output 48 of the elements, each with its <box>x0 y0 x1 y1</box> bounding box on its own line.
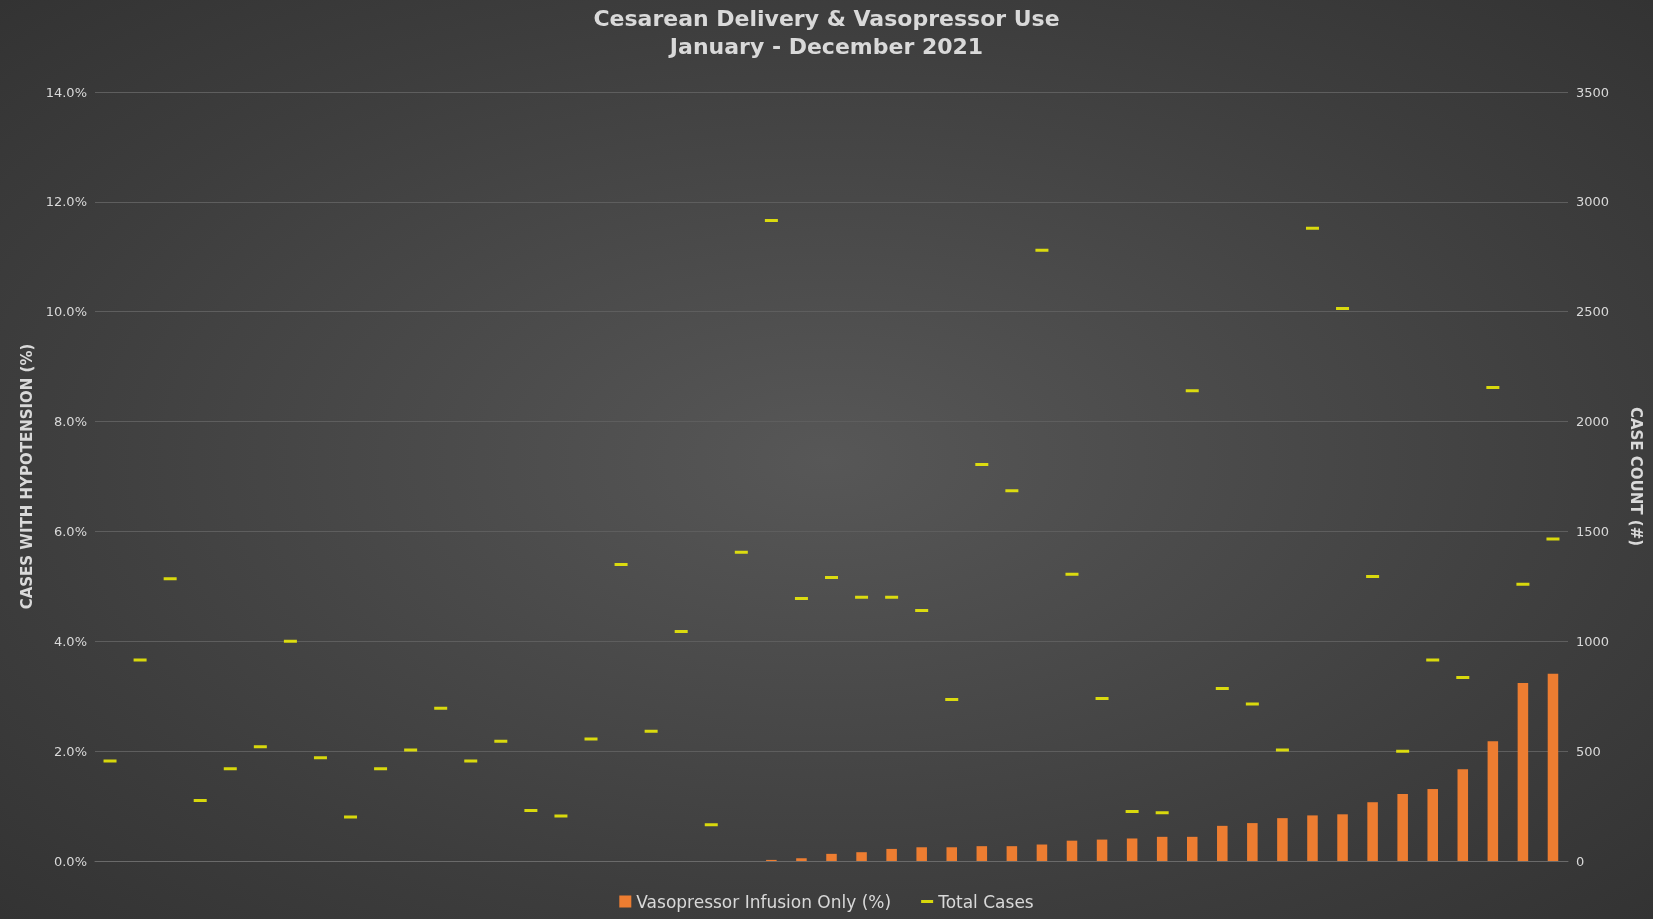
bar <box>1337 814 1348 861</box>
bar <box>1277 818 1288 861</box>
bar <box>1427 789 1438 861</box>
bar <box>1247 823 1258 861</box>
y-tick-label: 8.0% <box>53 414 87 430</box>
y2-tick-label: 1500 <box>1576 523 1610 539</box>
bar <box>946 847 958 861</box>
bar <box>1006 846 1018 861</box>
y-tick-label: 2.0% <box>53 743 87 759</box>
bar <box>916 847 927 861</box>
y2-tick-label: 1000 <box>1576 633 1610 649</box>
bar <box>886 848 897 861</box>
bar <box>1217 825 1228 861</box>
y2-tick-label: 2500 <box>1576 304 1610 320</box>
bar <box>1367 802 1378 861</box>
y2-tick-label: 500 <box>1576 743 1601 759</box>
bar <box>976 846 988 861</box>
bar <box>856 852 867 861</box>
bar <box>1186 836 1198 861</box>
legend-label: Vasopressor Infusion Only (%) <box>636 891 892 912</box>
bar <box>1457 769 1469 861</box>
bar <box>1517 683 1529 861</box>
y-tick-label: 0.0% <box>53 853 87 869</box>
y2-tick-label: 2000 <box>1576 414 1610 430</box>
bar <box>1547 673 1559 861</box>
bar <box>1156 836 1168 861</box>
bar <box>1036 844 1048 861</box>
y2-tick-label: 3500 <box>1576 84 1610 100</box>
chart-subtitle: January - December 2021 <box>667 33 984 59</box>
y-tick-label: 14.0% <box>45 84 87 100</box>
y-tick-label: 6.0% <box>53 523 87 539</box>
bar <box>1096 839 1108 861</box>
bar <box>1487 741 1499 861</box>
bar <box>826 853 837 861</box>
legend-label: Total Cases <box>937 891 1034 912</box>
bar <box>1397 793 1408 861</box>
y-tick-label: 4.0% <box>53 633 87 649</box>
y2-axis-title: CASE COUNT (#) <box>1626 406 1645 547</box>
bar <box>796 858 807 861</box>
y2-tick-label: 0 <box>1576 853 1585 869</box>
chart-title: Cesarean Delivery & Vasopressor Use <box>593 5 1060 31</box>
y-tick-label: 12.0% <box>45 194 87 210</box>
bar <box>1307 815 1318 861</box>
bar <box>1066 840 1078 861</box>
y2-tick-label: 3000 <box>1576 194 1610 210</box>
bar <box>1126 838 1138 861</box>
y-axis-title: CASES WITH HYPOTENSION (%) <box>18 343 37 610</box>
y-tick-label: 10.0% <box>45 304 87 320</box>
